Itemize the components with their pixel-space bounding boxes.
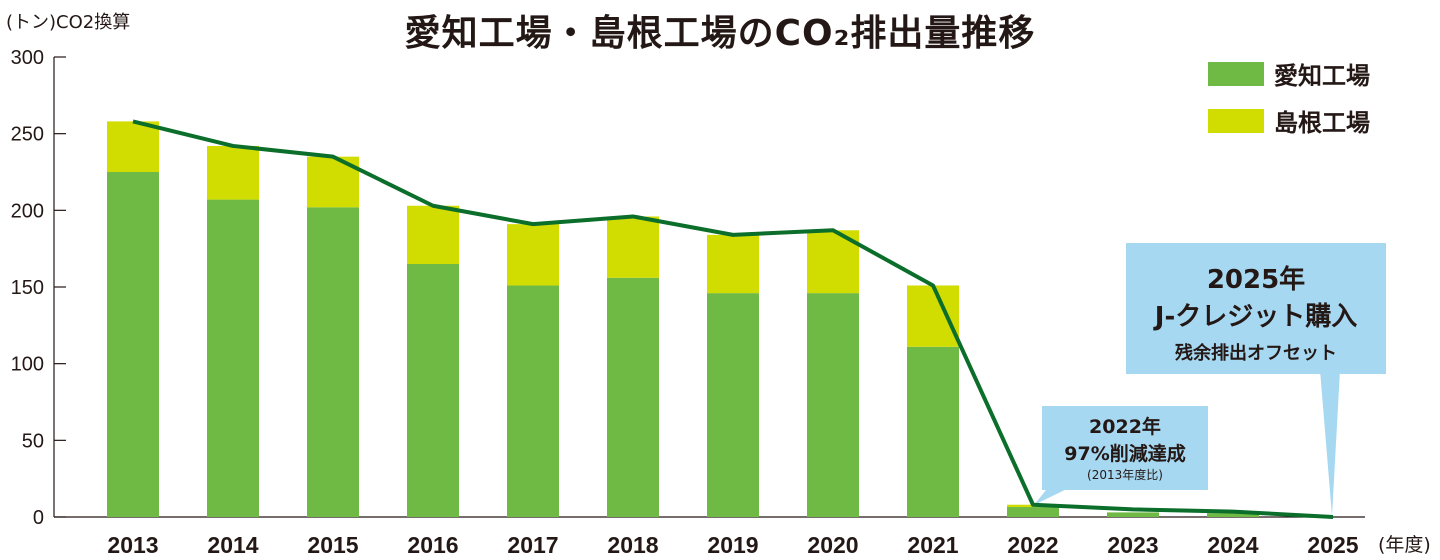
bar-aichi-2017 (507, 285, 559, 517)
bar-aichi-2023 (1107, 512, 1159, 517)
bar-aichi-2020 (807, 293, 859, 517)
annotation-2025: 2025年 J-クレジット購入 残余排出オフセット (1126, 243, 1386, 374)
bar-shimane-2017 (507, 224, 559, 286)
x-tick-label: 2014 (207, 532, 258, 558)
bar-shimane-2018 (607, 216, 659, 278)
y-tick-label: 250 (11, 124, 44, 146)
callout-pointer (1320, 370, 1340, 516)
y-tick-label: 200 (11, 200, 44, 222)
x-tick-label: 2016 (407, 532, 458, 558)
legend-label: 愛知工場 (1274, 62, 1370, 90)
annotation-line: 残余排出オフセット (1175, 343, 1337, 364)
x-tick-label: 2021 (907, 532, 958, 558)
x-tick-label: 2022 (1007, 532, 1058, 558)
bar-shimane-2014 (207, 145, 259, 200)
x-tick-label: 2020 (807, 532, 858, 558)
bar-aichi-2016 (407, 264, 459, 517)
bar-shimane-2021 (907, 285, 959, 347)
x-axis-label: (年度) (1378, 534, 1431, 556)
x-tick-label: 2019 (707, 532, 758, 558)
y-tick-label: 50 (22, 430, 44, 452)
y-tick-label: 0 (33, 507, 44, 529)
annotation-2022: 2022年 97%削減達成 (2013年度比) (1042, 406, 1208, 490)
annotation-line: (2013年度比) (1087, 468, 1163, 482)
x-tick-label: 2013 (107, 532, 158, 558)
annotation-line: 2022年 (1089, 416, 1161, 438)
bar-aichi-2021 (907, 346, 959, 517)
annotation-line: 97%削減達成 (1064, 443, 1186, 465)
legend-swatch (1208, 109, 1264, 133)
bar-shimane-2019 (707, 234, 759, 294)
bar-aichi-2024 (1207, 513, 1259, 517)
x-tick-label: 2017 (507, 532, 558, 558)
total-line (132, 119, 1334, 519)
bar-aichi-2013 (107, 172, 159, 517)
chart-title: 愛知工場・島根工場のCO₂排出量推移 (404, 13, 1036, 54)
legend-label: 島根工場 (1274, 109, 1370, 137)
bar-aichi-2019 (707, 293, 759, 517)
legend-swatch (1208, 62, 1264, 86)
y-tick-label: 100 (11, 354, 44, 376)
y-tick-label: 150 (11, 277, 44, 299)
annotation-line: J-クレジット購入 (1154, 302, 1358, 332)
y-tick-label: 300 (11, 47, 44, 69)
bar-aichi-2022 (1007, 507, 1059, 517)
x-tick-label: 2025 (1307, 532, 1358, 558)
x-tick-label: 2024 (1207, 532, 1258, 558)
x-tick-label: 2023 (1107, 532, 1158, 558)
callout-pointer (1034, 485, 1075, 505)
bar-aichi-2015 (307, 207, 359, 517)
bar-aichi-2018 (607, 277, 659, 517)
y-axis-label: (トン)CO2換算 (6, 12, 131, 33)
bar-shimane-2013 (107, 121, 159, 172)
x-tick-label: 2015 (307, 532, 358, 558)
annotation-line: 2025年 (1206, 265, 1306, 295)
bar-shimane-2016 (407, 205, 459, 264)
bar-aichi-2014 (207, 199, 259, 517)
x-tick-label: 2018 (607, 532, 658, 558)
